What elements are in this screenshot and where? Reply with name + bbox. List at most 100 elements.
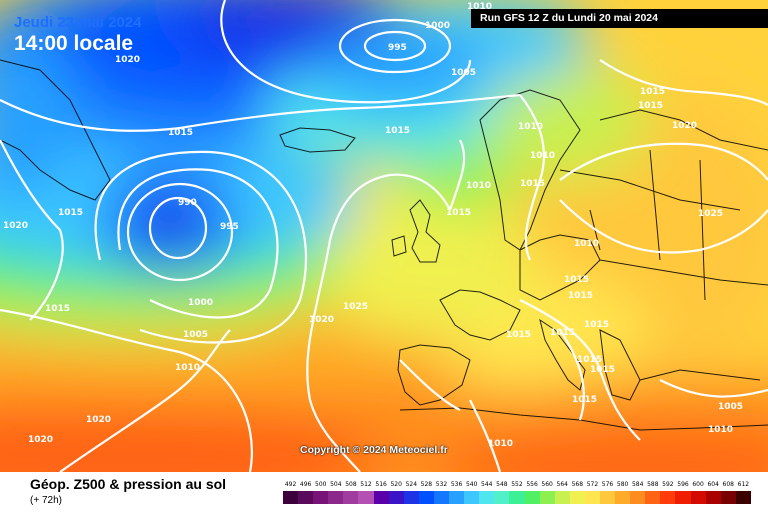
- isobar-label: 990: [178, 198, 197, 208]
- coastlines: [0, 59, 768, 431]
- scale-value-label: 580: [616, 481, 629, 488]
- isobar-label: 1010: [708, 425, 733, 435]
- local-time: 14:00 locale: [14, 32, 134, 55]
- scale-color-swatch: [373, 491, 389, 504]
- scale-color-swatch: [599, 491, 616, 504]
- isobar-label: 1020: [309, 315, 334, 325]
- scale-value-label: 516: [375, 481, 387, 488]
- scale-color-swatch: [615, 491, 631, 504]
- scale-value-label: 560: [541, 481, 553, 488]
- isobar-label: 1025: [343, 302, 368, 312]
- scale-color-swatch: [358, 491, 374, 504]
- scale-color-swatch: [449, 491, 465, 504]
- scale-value-label: 540: [465, 481, 478, 488]
- isobar-label: 1005: [451, 68, 476, 78]
- isobar-label: 1020: [672, 121, 697, 131]
- scale-color-swatch: [645, 491, 661, 504]
- forecast-map: 1020 1010 1000 995 1005 1015 1015 1015 1…: [0, 0, 768, 472]
- scale-value-label: 572: [586, 481, 599, 488]
- scale-value-label: 588: [647, 481, 659, 488]
- scale-color-swatch: [524, 491, 540, 504]
- scale-color-swatch: [343, 491, 359, 504]
- isobar-label: 1015: [45, 304, 70, 314]
- scale-color-swatch: [584, 491, 600, 504]
- scale-color-swatch: [735, 491, 751, 504]
- isobar-label: 1015: [385, 126, 410, 136]
- scale-value-label: 512: [360, 481, 372, 488]
- scale-color-swatch: [298, 491, 314, 504]
- scale-color-swatch: [690, 491, 706, 504]
- scale-value-label: 532: [435, 481, 448, 488]
- isobar-label: 1020: [115, 55, 140, 65]
- isobar-label: 1015: [446, 208, 471, 218]
- isobar-label: 1005: [183, 330, 208, 340]
- scale-color-swatch: [403, 491, 419, 504]
- isobar-label: 995: [388, 43, 407, 53]
- scale-value-label: 492: [284, 481, 297, 488]
- scale-value-label: 604: [707, 481, 719, 488]
- isobar-label: 1015: [577, 355, 602, 365]
- copyright-notice: Copyright © 2024 Meteociel.fr: [300, 444, 448, 456]
- scale-value-label: 568: [571, 481, 584, 488]
- isobar-label: 1000: [425, 21, 450, 31]
- scale-value-label: 612: [737, 481, 750, 488]
- isobar-label: 1015: [168, 128, 193, 138]
- isobar-label: 1025: [698, 209, 723, 219]
- scale-value-label: 564: [556, 481, 568, 488]
- scale-color-swatch: [675, 491, 691, 504]
- isobar-label: 1015: [590, 365, 615, 375]
- scale-color-swatch: [313, 491, 329, 504]
- scale-value-label: 548: [496, 481, 508, 488]
- scale-color-swatch: [328, 491, 344, 504]
- scale-color-swatch: [433, 491, 450, 504]
- legend-footer: Géop. Z500 & pression au sol (+ 72h) 492…: [0, 472, 768, 512]
- isobar-label: 1015: [564, 275, 589, 285]
- scale-value-label: 576: [601, 481, 614, 488]
- scale-value-label: 500: [315, 481, 327, 488]
- scale-value-label: 520: [390, 481, 402, 488]
- isobar-label: 1010: [488, 439, 513, 449]
- scale-color-swatch: [388, 491, 404, 504]
- scale-color-swatch: [569, 491, 585, 504]
- forecast-offset: (+ 72h): [30, 495, 62, 506]
- isobar-label: 1020: [28, 435, 53, 445]
- isobar-labels: 1020 1010 1000 995 1005 1015 1015 1015 1…: [3, 2, 743, 449]
- scale-value-label: 608: [722, 481, 734, 488]
- scale-value-label: 504: [330, 481, 342, 488]
- isobars: [0, 0, 768, 472]
- isobar-label: 1015: [550, 328, 575, 338]
- isobar-label: 1020: [86, 415, 111, 425]
- isobar-label: 1015: [58, 208, 83, 218]
- scale-color-swatch: [494, 491, 510, 504]
- geopotential-field: 1020 1010 1000 995 1005 1015 1015 1015 1…: [0, 0, 768, 472]
- scale-value-label: 536: [450, 481, 463, 488]
- scale-color-swatch: [720, 491, 736, 504]
- isobar-label: 1005: [718, 402, 743, 412]
- isobar-label: 1000: [188, 298, 213, 308]
- isobar-label: 1015: [638, 101, 663, 111]
- isobar-label: 1015: [584, 320, 609, 330]
- scale-color-swatch: [539, 491, 555, 504]
- isobar-label: 1010: [518, 122, 543, 132]
- isobar-label: 1010: [574, 239, 599, 249]
- scale-value-label: 496: [299, 481, 312, 488]
- isobar-label: 1015: [506, 330, 531, 340]
- isobar-label: 1015: [520, 179, 545, 189]
- scale-color-swatch: [479, 491, 495, 504]
- forecast-date: Jeudi 23 mai 2024: [14, 14, 142, 31]
- product-title: Géop. Z500 & pression au sol: [30, 476, 227, 492]
- scale-value-label: 524: [405, 481, 418, 488]
- isobar-label: 1015: [568, 291, 593, 301]
- isobar-label: 1010: [175, 363, 200, 373]
- scale-value-label: 528: [420, 481, 433, 488]
- scale-value-label: 544: [481, 481, 493, 488]
- scale-value-label: 508: [345, 481, 357, 488]
- scale-color-swatch: [464, 491, 480, 504]
- isobar-label: 1015: [572, 395, 597, 405]
- scale-value-label: 592: [662, 481, 674, 488]
- scale-color-swatch: [418, 491, 434, 504]
- scale-color-swatch: [660, 491, 676, 504]
- color-scale-bar: [283, 491, 751, 504]
- scale-color-swatch: [630, 491, 646, 504]
- scale-value-label: 600: [692, 481, 704, 488]
